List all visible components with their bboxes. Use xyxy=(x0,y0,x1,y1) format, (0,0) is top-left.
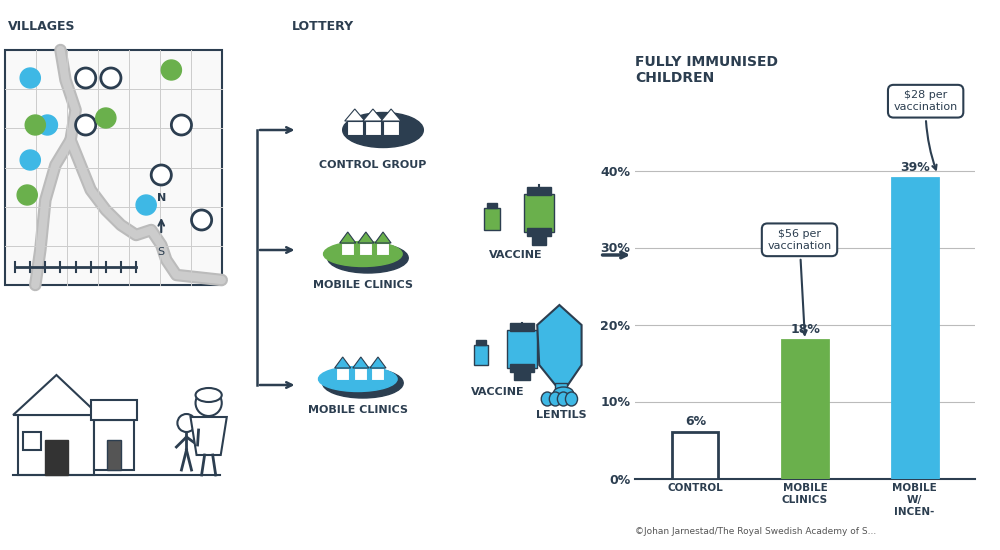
Ellipse shape xyxy=(324,241,402,267)
Text: ©Johan Jarnestad/The Royal Swedish Academy of S...: ©Johan Jarnestad/The Royal Swedish Acade… xyxy=(635,527,876,536)
Circle shape xyxy=(96,108,116,128)
Circle shape xyxy=(136,195,156,215)
Bar xyxy=(365,121,381,135)
Bar xyxy=(672,432,718,478)
Polygon shape xyxy=(381,109,401,121)
Bar xyxy=(336,368,349,380)
Bar xyxy=(354,368,367,380)
Polygon shape xyxy=(537,305,582,390)
Polygon shape xyxy=(335,357,351,368)
Bar xyxy=(484,208,500,230)
Circle shape xyxy=(196,390,222,416)
Bar xyxy=(18,415,94,475)
Circle shape xyxy=(177,414,196,432)
Text: VACCINE: VACCINE xyxy=(471,387,525,397)
Bar xyxy=(383,121,399,135)
Polygon shape xyxy=(13,375,99,415)
Bar xyxy=(359,243,372,255)
Circle shape xyxy=(20,68,40,88)
Circle shape xyxy=(25,115,45,135)
Bar xyxy=(347,121,363,135)
Ellipse shape xyxy=(549,392,561,406)
Bar xyxy=(487,203,497,208)
Bar xyxy=(474,345,488,365)
Polygon shape xyxy=(91,400,137,420)
Circle shape xyxy=(17,185,37,205)
Text: MOBILE CLINICS: MOBILE CLINICS xyxy=(313,280,413,290)
Ellipse shape xyxy=(557,392,569,406)
Bar xyxy=(476,340,486,345)
Circle shape xyxy=(101,68,121,88)
Bar xyxy=(524,194,554,232)
Bar xyxy=(507,330,537,368)
Bar xyxy=(5,50,222,285)
Text: 6%: 6% xyxy=(685,415,706,428)
Polygon shape xyxy=(370,357,386,368)
Circle shape xyxy=(192,210,212,230)
Ellipse shape xyxy=(319,366,397,392)
Bar xyxy=(510,323,534,331)
Text: +: + xyxy=(537,340,556,360)
Circle shape xyxy=(161,60,181,80)
Text: CONTROL GROUP: CONTROL GROUP xyxy=(319,160,427,170)
Ellipse shape xyxy=(196,388,222,402)
Polygon shape xyxy=(340,232,356,243)
Bar xyxy=(23,432,41,450)
Polygon shape xyxy=(375,232,391,243)
Bar xyxy=(341,243,354,255)
Bar xyxy=(532,231,546,245)
Polygon shape xyxy=(363,109,383,121)
Polygon shape xyxy=(345,109,365,121)
Text: FULLY IMMUNISED
CHILDREN: FULLY IMMUNISED CHILDREN xyxy=(635,55,778,85)
Ellipse shape xyxy=(565,392,578,406)
Text: VACCINE: VACCINE xyxy=(489,250,543,260)
Ellipse shape xyxy=(323,368,403,398)
Bar xyxy=(45,440,68,475)
Text: $28 per
vaccination: $28 per vaccination xyxy=(894,90,958,169)
Ellipse shape xyxy=(328,243,408,273)
Bar xyxy=(527,187,551,195)
Text: S: S xyxy=(158,247,165,257)
Text: 18%: 18% xyxy=(790,323,820,336)
Polygon shape xyxy=(358,232,374,243)
Text: VILLAGES: VILLAGES xyxy=(8,20,76,33)
Bar xyxy=(892,178,938,478)
Text: $56 per
vaccination: $56 per vaccination xyxy=(767,229,832,335)
Polygon shape xyxy=(353,357,369,368)
Bar xyxy=(107,440,121,470)
Text: N: N xyxy=(157,193,166,203)
Text: MOBILE CLINICS: MOBILE CLINICS xyxy=(308,405,408,415)
Bar xyxy=(371,368,384,380)
Circle shape xyxy=(20,150,40,170)
Bar xyxy=(510,364,534,372)
Bar xyxy=(782,340,828,478)
Text: 39%: 39% xyxy=(900,161,930,174)
Bar xyxy=(514,368,530,380)
Bar xyxy=(94,420,134,470)
Circle shape xyxy=(37,115,57,135)
Bar xyxy=(527,228,551,236)
Ellipse shape xyxy=(541,392,553,406)
Circle shape xyxy=(76,68,96,88)
Text: LOTTERY: LOTTERY xyxy=(292,20,354,33)
Polygon shape xyxy=(190,417,227,455)
Ellipse shape xyxy=(343,113,423,147)
Bar xyxy=(376,243,389,255)
Text: LENTILS: LENTILS xyxy=(536,410,587,420)
Circle shape xyxy=(76,115,96,135)
Circle shape xyxy=(151,165,171,185)
Ellipse shape xyxy=(553,387,574,399)
Circle shape xyxy=(171,115,192,135)
Bar xyxy=(555,383,567,395)
